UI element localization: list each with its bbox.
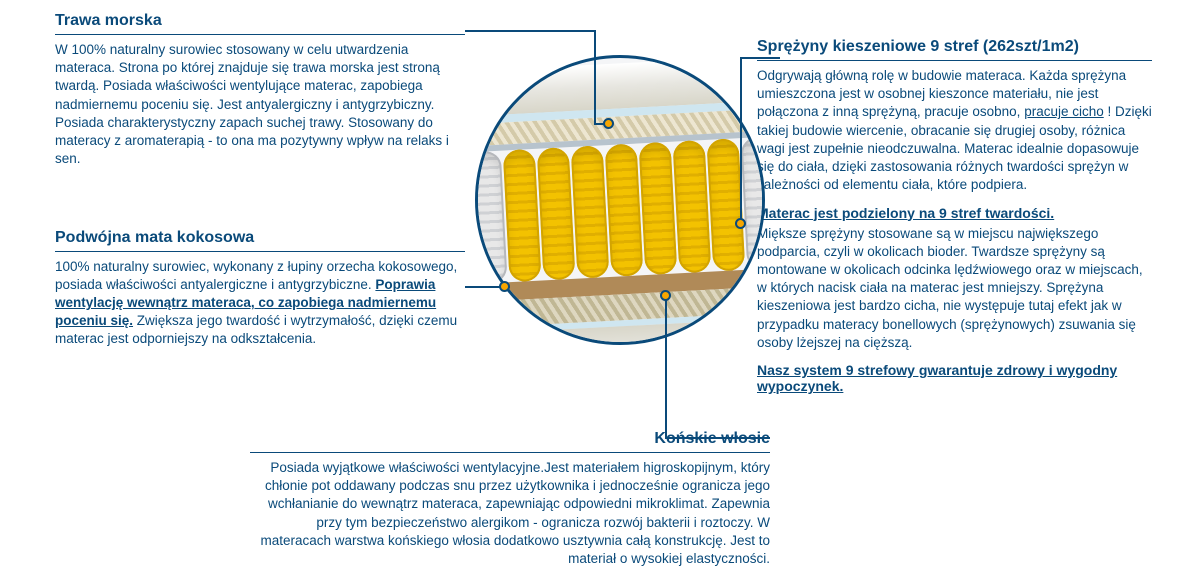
spring [537, 147, 576, 280]
seagrass-title: Trawa morska [55, 12, 465, 30]
right-column: Sprężyny kieszeniowe 9 stref (262szt/1m2… [757, 38, 1152, 394]
horsehair-body: Posiada wyjątkowe właściwości wentylacyj… [250, 459, 770, 568]
leader-line [594, 30, 596, 124]
coconut-title: Podwójna mata kokosowa [55, 229, 465, 247]
divider [250, 452, 770, 453]
springs-body-underline: pracuje cicho [1024, 104, 1104, 119]
marker-dot [735, 218, 746, 229]
layer-pocket-springs [475, 135, 765, 286]
springs-body2: Miększe sprężyny stosowane są w miejscu … [757, 225, 1152, 353]
leader-line [740, 57, 780, 59]
divider [55, 251, 465, 252]
spring [639, 142, 678, 275]
springs-subhead: Materac jest podzielony na 9 stref tward… [757, 205, 1152, 221]
mattress-cutaway-circle [475, 55, 765, 345]
springs-tagline: Nasz system 9 strefowy gwarantuje zdrowy… [757, 362, 1152, 394]
seagrass-body: W 100% naturalny surowiec stosowany w ce… [55, 41, 465, 169]
spring [672, 140, 711, 273]
springs-body: Odgrywają główną rolę w budowie materaca… [757, 67, 1152, 195]
coconut-block: Podwójna mata kokosowa 100% naturalny su… [55, 229, 465, 349]
spring [571, 145, 610, 278]
marker-dot [603, 118, 614, 129]
divider [55, 34, 465, 35]
seagrass-block: Trawa morska W 100% naturalny surowiec s… [55, 12, 465, 169]
coconut-body: 100% naturalny surowiec, wykonany z łupi… [55, 258, 465, 349]
leader-line [665, 300, 667, 438]
spring [475, 151, 508, 284]
spring [605, 143, 644, 276]
horsehair-title: Końskie włosie [250, 430, 770, 448]
leader-line [665, 437, 770, 439]
leader-line [465, 30, 595, 32]
divider [757, 60, 1152, 61]
marker-dot [660, 290, 671, 301]
left-column: Trawa morska W 100% naturalny surowiec s… [55, 12, 465, 349]
leader-line [740, 57, 742, 224]
spring [503, 149, 542, 282]
marker-dot [499, 281, 510, 292]
horsehair-block: Końskie włosie Posiada wyjątkowe właściw… [250, 430, 770, 568]
springs-title: Sprężyny kieszeniowe 9 stref (262szt/1m2… [757, 38, 1152, 56]
